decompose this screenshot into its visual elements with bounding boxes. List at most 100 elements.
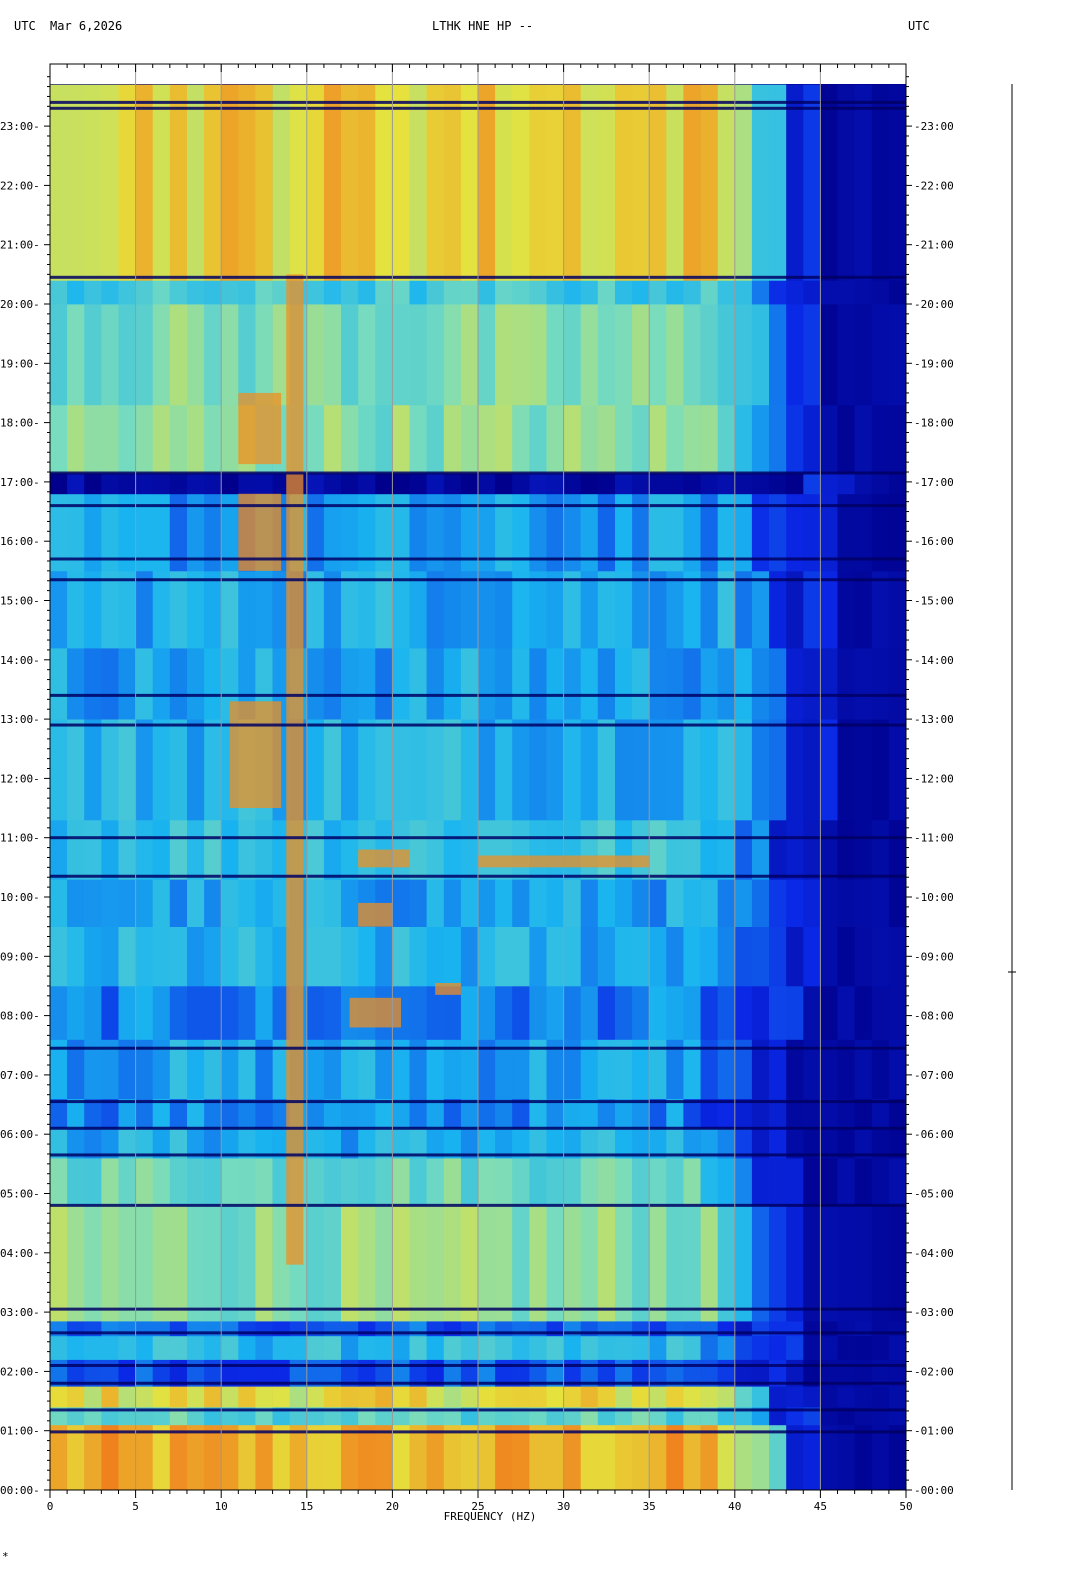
spectrogram-cell (478, 819, 496, 880)
spectrogram-cell (375, 719, 393, 821)
spectrogram-cell (563, 1205, 582, 1322)
spectrogram-cell (118, 280, 136, 305)
spectrogram-cell (837, 280, 855, 305)
spectrogram-cell (837, 879, 855, 927)
energy-hotspot (229, 701, 282, 809)
spectrogram-cell (392, 280, 410, 305)
spectrogram-cell (837, 1205, 855, 1322)
spectrogram-cell (84, 404, 102, 474)
x-tick-label: 40 (728, 1500, 741, 1513)
spectrogram-cell (409, 1098, 427, 1129)
spectrogram-cell (529, 1205, 547, 1322)
spectrogram-cell (118, 1157, 136, 1206)
spectrogram-cell (375, 1424, 393, 1490)
spectrogram-cell (495, 280, 513, 305)
spectrogram-cell (135, 570, 154, 649)
spectrogram-cell (769, 1424, 787, 1490)
spectrogram-cell (871, 493, 890, 572)
spectrogram-cell (118, 1205, 136, 1322)
spectrogram-cell (255, 1098, 273, 1129)
spectrogram-cell (615, 879, 633, 927)
spectrogram-cell (837, 1335, 855, 1360)
spectrogram-cell (341, 304, 359, 406)
spectrogram-cell (632, 1407, 650, 1426)
spectrogram-cell (786, 1157, 804, 1206)
spectrogram-cell (512, 493, 530, 572)
spectrogram-cell (478, 84, 496, 281)
spectrogram-cell (888, 719, 906, 821)
spectrogram-cell (426, 719, 445, 821)
spectrogram-cell (666, 1424, 684, 1490)
spectrogram-cell (135, 1407, 154, 1426)
spectrogram-cell (50, 986, 68, 1040)
spectrogram-cell (392, 926, 410, 987)
spectrogram-cell (529, 473, 547, 495)
spectrogram-cell (734, 1335, 753, 1360)
spectrogram-cell (683, 1407, 701, 1426)
spectrogram-cell (169, 304, 188, 406)
spectrogram-cell (289, 1386, 308, 1408)
spectrogram-cell (786, 879, 804, 927)
spectrogram-cell (632, 570, 650, 649)
spectrogram-cell (169, 1128, 188, 1159)
spectrogram-cell (580, 1407, 599, 1426)
spectrogram-cell (67, 84, 85, 281)
spectrogram-cell (392, 1157, 410, 1206)
spectrogram-cell (854, 1335, 873, 1360)
spectrogram-cell (84, 926, 102, 987)
spectrogram-cell (221, 570, 239, 649)
spectrogram-cell (84, 1424, 102, 1490)
spectrogram-cell (734, 404, 753, 474)
spectrogram-cell (649, 879, 667, 927)
spectrogram-cell (820, 404, 838, 474)
spectrogram-cell (84, 493, 102, 572)
spectrogram-cell (187, 647, 205, 720)
spectrogram-cell (221, 1386, 239, 1408)
spectrogram-cell (546, 647, 564, 720)
spectrogram-cell (649, 926, 667, 987)
spectrogram-cell (734, 280, 753, 305)
spectrogram-cell (135, 304, 154, 406)
spectrogram-cell (786, 304, 804, 406)
spectrogram-cell (803, 1098, 821, 1129)
spectrogram-cell (871, 647, 890, 720)
spectrogram-cell (632, 719, 650, 821)
spectrogram-cell (512, 1335, 530, 1360)
spectrogram-cell (67, 719, 85, 821)
spectrogram-cell (152, 280, 171, 305)
x-tick-label: 5 (132, 1500, 139, 1513)
spectrogram-cell (84, 473, 102, 495)
spectrogram-cell (751, 280, 770, 305)
spectrogram-cell (683, 280, 701, 305)
spectrogram-cell (460, 819, 479, 880)
spectrogram-cell (358, 280, 376, 305)
frequency-gridlines (135, 64, 821, 1490)
spectrogram-cell (734, 304, 753, 406)
spectrogram-cell (580, 1335, 599, 1360)
x-tick-label: 10 (215, 1500, 228, 1513)
spectrogram-cell (769, 1386, 787, 1408)
spectrogram-cell (529, 1335, 547, 1360)
spectrogram-cell (803, 280, 821, 305)
spectrogram-cell (50, 719, 68, 821)
spectrogram-cell (306, 1386, 325, 1408)
spectrogram-cell (306, 986, 325, 1040)
spectrogram-cell (101, 1039, 119, 1099)
y-tick-label-right: -12:00 (914, 772, 954, 785)
spectrogram-cell (632, 1128, 650, 1159)
spectrogram-cell (854, 819, 873, 880)
spectrogram-cell (460, 304, 479, 406)
spectrogram-cell (272, 84, 291, 281)
spectrogram-cell (392, 304, 410, 406)
spectrogram-cell (597, 879, 616, 927)
spectrogram-cell (597, 719, 616, 821)
spectrogram-cell (512, 84, 530, 281)
spectrogram-cell (460, 84, 479, 281)
spectrogram-cell (50, 1039, 68, 1099)
spectrogram-cell (563, 819, 582, 880)
spectrogram-cell (803, 1407, 821, 1426)
spectrogram-cell (358, 404, 376, 474)
spectrogram-cell (306, 404, 325, 474)
spectrogram-cell (443, 84, 462, 281)
spectrogram-cell (272, 1205, 291, 1322)
